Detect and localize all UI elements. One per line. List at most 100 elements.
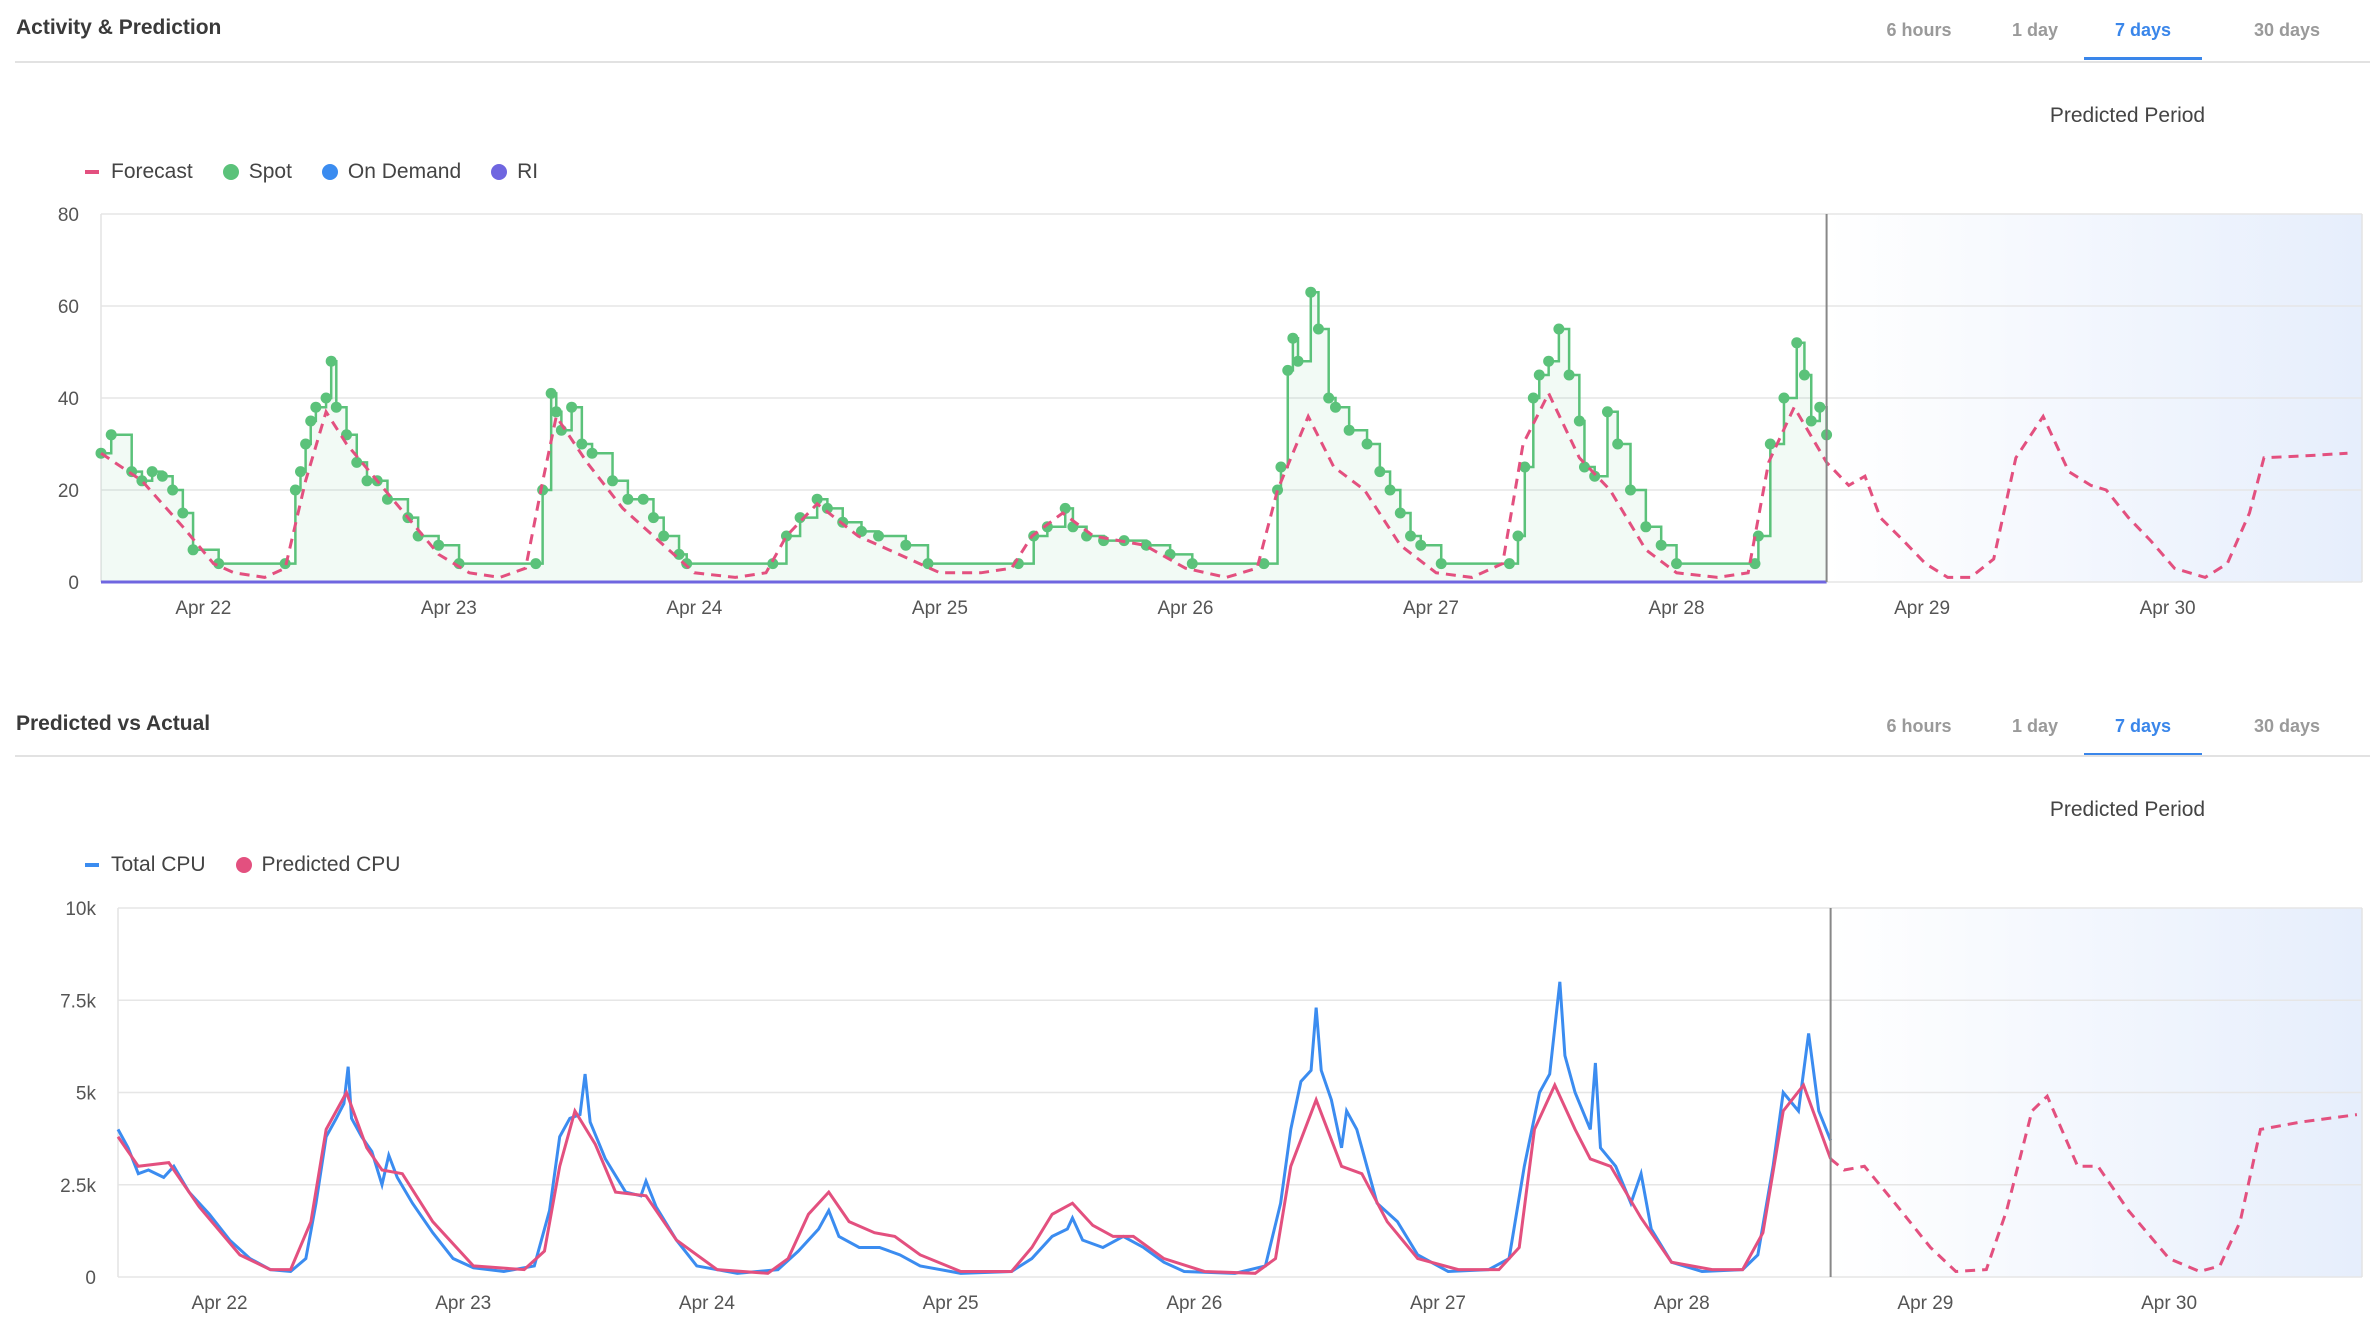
tab-30-days[interactable]: 30 days [2253,716,2321,736]
spot-data-point [1287,332,1299,344]
spot-data-point [681,558,693,570]
legend-label: Predicted CPU [261,853,401,876]
x-tick-label: Apr 30 [2141,1293,2197,1314]
spot-data-point [167,484,179,496]
spot-data-point [821,502,833,514]
spot-data-point [105,429,117,441]
legend-label: Total CPU [111,853,206,876]
spot-data-point [1573,415,1585,427]
panel2-divider [15,755,2370,757]
spot-data-point [1640,521,1652,533]
spot-data-point [900,539,912,551]
legend-label: Forecast [111,160,193,183]
spot-data-point [1415,539,1427,551]
spot-data-point [1405,530,1417,542]
spot-data-point [1186,558,1198,570]
spot-data-point [1791,337,1803,349]
x-tick-label: Apr 23 [435,1293,491,1314]
x-tick-label: Apr 22 [192,1293,248,1314]
legend-on-demand[interactable]: On Demand [321,160,462,184]
spot-data-point [1323,392,1335,404]
spot-data-point [1305,286,1317,298]
spot-data-point [1330,401,1342,413]
spot-data-point [622,493,634,505]
spot-data-point [1282,364,1294,376]
spot-data-point [1563,369,1575,381]
spot-data-point [767,558,779,570]
panel1-divider [15,61,2370,63]
tab-30-days[interactable]: 30 days [2253,20,2321,40]
spot-data-point [156,470,168,482]
panel2-legend: Total CPU Predicted CPU [85,853,430,877]
spot-data-point [1059,502,1071,514]
tab-1-day[interactable]: 1 day [2011,716,2059,736]
spot-data-point [1671,558,1683,570]
x-tick-label: Apr 29 [1894,598,1950,619]
spot-data-point [1612,438,1624,450]
spot-data-point [1527,392,1539,404]
x-tick-label: Apr 27 [1403,598,1459,619]
predicted-cpu-predicted-line [1829,1093,2358,1274]
spot-data-point [530,558,542,570]
spot-data-point [289,484,301,496]
spot-data-point [1778,392,1790,404]
total-cpu-line-swatch-icon [85,863,99,867]
spot-data-point [855,525,867,537]
panel1-time-tabs: 6 hours 1 day 7 days 30 days [1850,0,2370,60]
legend-predicted-cpu[interactable]: Predicted CPU [235,853,401,877]
tab-6-hours[interactable]: 6 hours [1886,716,1952,736]
panel2-title: Predicted vs Actual [16,712,211,735]
legend-total-cpu[interactable]: Total CPU [85,853,206,877]
y-tick-label: 2.5k [60,1176,96,1197]
legend-label: Spot [248,160,292,183]
spot-data-point [1258,558,1270,570]
panel1-predicted-period-label: Predicted Period [2049,104,2206,127]
spot-data-point [607,475,619,487]
spot-data-point [1601,406,1613,418]
spot-data-point [1798,369,1810,381]
forecast-line-swatch-icon [85,170,99,174]
tab-6-hours[interactable]: 6 hours [1886,20,1952,40]
spot-data-point [325,355,337,367]
spot-data-point [146,466,158,478]
legend-spot[interactable]: Spot [222,160,292,184]
spot-data-point [1275,461,1287,473]
panel1-legend: Forecast Spot On Demand RI [85,160,568,184]
panel2-time-tabs: 6 hours 1 day 7 days 30 days [1850,696,2370,756]
spot-data-point [873,530,885,542]
spot-data-point [1292,355,1304,367]
x-tick-label: Apr 25 [923,1293,979,1314]
y-tick-label: 60 [58,297,79,318]
x-tick-label: Apr 29 [1897,1293,1953,1314]
tab-7-days[interactable]: 7 days [2084,0,2202,60]
y-tick-label: 20 [58,481,79,502]
spot-data-point [361,475,373,487]
predicted-vs-actual-chart: 0 2.5k 5k 7.5k 10k Apr 22 Apr 23 Apr 24 Apr 25 Ap… [60,899,2363,1314]
ri-dot-swatch-icon [491,164,508,180]
spot-data-point [1533,369,1545,381]
legend-label: On Demand [347,160,462,183]
spot-data-point [1272,484,1284,496]
spot-data-point [545,387,557,399]
x-tick-label: Apr 23 [421,598,477,619]
spot-data-point [320,392,332,404]
x-tick-label: Apr 24 [666,598,722,619]
panel1-title: Activity & Prediction [16,16,222,39]
tab-7-days[interactable]: 7 days [2084,696,2202,756]
legend-ri[interactable]: RI [491,160,538,184]
spot-data-point [1312,323,1324,335]
on-demand-dot-swatch-icon [321,164,338,180]
y-tick-label: 10k [65,899,96,920]
spot-data-point [351,456,363,468]
spot-data-point [586,447,598,459]
spot-data-point [1435,558,1447,570]
spot-data-point [922,558,934,570]
x-tick-label: Apr 26 [1166,1293,1222,1314]
x-tick-label: Apr 24 [679,1293,735,1314]
spot-data-point [1589,470,1601,482]
spot-data-point [1361,438,1373,450]
legend-forecast[interactable]: Forecast [85,160,193,184]
spot-dot-swatch-icon [222,164,239,180]
y-tick-label: 80 [58,205,79,226]
tab-1-day[interactable]: 1 day [2011,20,2059,40]
